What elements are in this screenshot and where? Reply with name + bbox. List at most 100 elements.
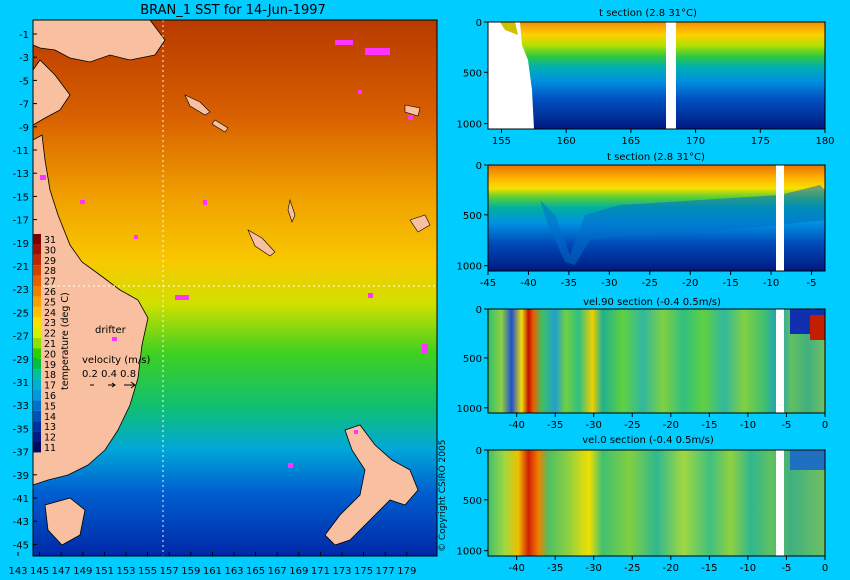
- lat-tick-label: -33: [13, 401, 29, 412]
- sst-map: BRAN_1 SST for 14-Jun-1997: [8, 3, 438, 577]
- lon-tick-label: 169: [289, 566, 308, 577]
- x-tick-label: 165: [621, 136, 640, 147]
- colorbar-swatch: [33, 410, 41, 422]
- y-tick-label: 500: [463, 496, 482, 507]
- y-tick-label: 500: [463, 68, 482, 79]
- x-tick-label: -20: [682, 278, 698, 289]
- y-tick-label: 0: [476, 18, 482, 29]
- colorbar-swatch: [33, 431, 41, 442]
- colorbar-swatch: [33, 234, 41, 245]
- drifter-markers: [40, 40, 428, 468]
- colorbar-swatch: [33, 442, 41, 453]
- colorbar-swatch: [33, 369, 41, 380]
- colorbar-swatch: [33, 358, 41, 370]
- colorbar-value: 11: [44, 443, 56, 454]
- colorbar-swatch: [33, 244, 41, 255]
- colorbar-swatch: [33, 338, 41, 349]
- panel-1-land-mask: [488, 22, 534, 129]
- x-tick-label: 0: [822, 420, 828, 431]
- x-tick-label: -30: [586, 563, 602, 574]
- y-tick-label: 0: [476, 161, 482, 172]
- lat-tick-label: -31: [13, 378, 29, 389]
- colorbar-value: 25: [44, 297, 56, 308]
- x-tick-label: -15: [701, 563, 717, 574]
- colorbar-label: temperature (deg C): [60, 292, 71, 390]
- lon-axis: 143 145 147 149 151 153 155 157 159 161 163 165 167 1…: [8, 552, 416, 577]
- lat-tick-label: -39: [13, 471, 29, 482]
- colorbar-swatch: [33, 390, 41, 401]
- x-tick-label: -25: [624, 563, 640, 574]
- lon-tick-label: 173: [332, 566, 351, 577]
- colorbar-swatch: [33, 286, 41, 297]
- x-tick-label: -35: [561, 278, 577, 289]
- land-new-guinea: [32, 19, 166, 63]
- land-cape-york: [32, 20, 71, 126]
- vel0-section-panel: vel.0 section (-0.4 0.5m/s) 0 500 1000 -40 -…: [457, 435, 829, 574]
- panel-3-title: vel.90 section (-0.4 0.5m/s): [583, 297, 721, 308]
- land-new-caledonia: [247, 229, 276, 257]
- land-islands: [184, 94, 431, 233]
- colorbar-swatch: [33, 400, 41, 411]
- x-tick-label: -25: [624, 420, 640, 431]
- panel-1-title: t section (2.8 31°C): [599, 8, 697, 19]
- land-new-zealand: [324, 424, 419, 546]
- panel-3-red-patch: [810, 315, 825, 340]
- colorbar-value: 17: [44, 381, 56, 392]
- panel-3-field: [488, 309, 825, 413]
- lat-tick-label: -19: [13, 239, 29, 250]
- colorbar-value: 26: [44, 287, 56, 298]
- lon-tick-label: 163: [224, 566, 243, 577]
- colorbar: 3130292827262524232221201918171615141312…: [33, 234, 56, 454]
- x-tick-label: -20: [663, 563, 679, 574]
- lat-tick-label: -7: [19, 100, 29, 111]
- colorbar-value: 14: [44, 412, 56, 423]
- lat-tick-label: -43: [13, 517, 29, 528]
- lat-tick-label: -29: [13, 355, 29, 366]
- t-section-panel-2: t section (2.8 31°C) 0 500 1000 -45 -40 -35 -3…: [457, 152, 826, 289]
- y-tick-label: 0: [476, 305, 482, 316]
- lat-tick-label: -17: [13, 216, 29, 227]
- x-tick-label: -5: [781, 420, 791, 431]
- lon-tick-label: 143: [8, 566, 27, 577]
- y-tick-label: 500: [463, 354, 482, 365]
- colorbar-swatch: [33, 327, 41, 338]
- x-tick-label: -10: [740, 563, 756, 574]
- y-tick-label: 1000: [457, 120, 482, 131]
- x-tick-label: -25: [642, 278, 658, 289]
- x-tick-label: -35: [547, 563, 563, 574]
- colorbar-value: 20: [44, 349, 56, 360]
- colorbar-value: 30: [44, 245, 56, 256]
- lat-tick-label: -5: [19, 76, 29, 87]
- lat-tick-label: -41: [13, 494, 29, 505]
- x-tick-label: -45: [480, 278, 496, 289]
- panel-1-field: [488, 22, 825, 129]
- colorbar-value: 31: [44, 235, 56, 246]
- panel-1-gap: [666, 22, 676, 129]
- x-tick-label: 170: [686, 136, 705, 147]
- velocity-scale: 0.2 0.4 0.8: [82, 369, 136, 380]
- lat-tick-label: -37: [13, 448, 29, 459]
- lat-tick-label: -3: [19, 53, 29, 64]
- x-tick-label: -15: [722, 278, 738, 289]
- colorbar-value: 18: [44, 370, 56, 381]
- lon-tick-label: 153: [116, 566, 135, 577]
- panel-2-title: t section (2.8 31°C): [607, 152, 705, 163]
- map-title: BRAN_1 SST for 14-Jun-1997: [140, 3, 326, 18]
- x-tick-label: 0: [822, 563, 828, 574]
- x-tick-label: 175: [751, 136, 770, 147]
- colorbar-value: 24: [44, 308, 56, 319]
- drifter-label: drifter: [95, 325, 127, 336]
- y-tick-label: 1000: [457, 404, 482, 415]
- lon-tick-label: 151: [95, 566, 114, 577]
- land-australia: [32, 134, 149, 486]
- colorbar-value: 28: [44, 266, 56, 277]
- colorbar-value: 23: [44, 318, 56, 329]
- y-tick-label: 500: [463, 211, 482, 222]
- lat-tick-label: -23: [13, 285, 29, 296]
- lon-tick-label: 165: [246, 566, 265, 577]
- panel-1-surface-warm: [500, 22, 518, 35]
- x-tick-label: -5: [781, 563, 791, 574]
- colorbar-swatch: [33, 306, 41, 318]
- colorbar-swatch: [33, 317, 41, 328]
